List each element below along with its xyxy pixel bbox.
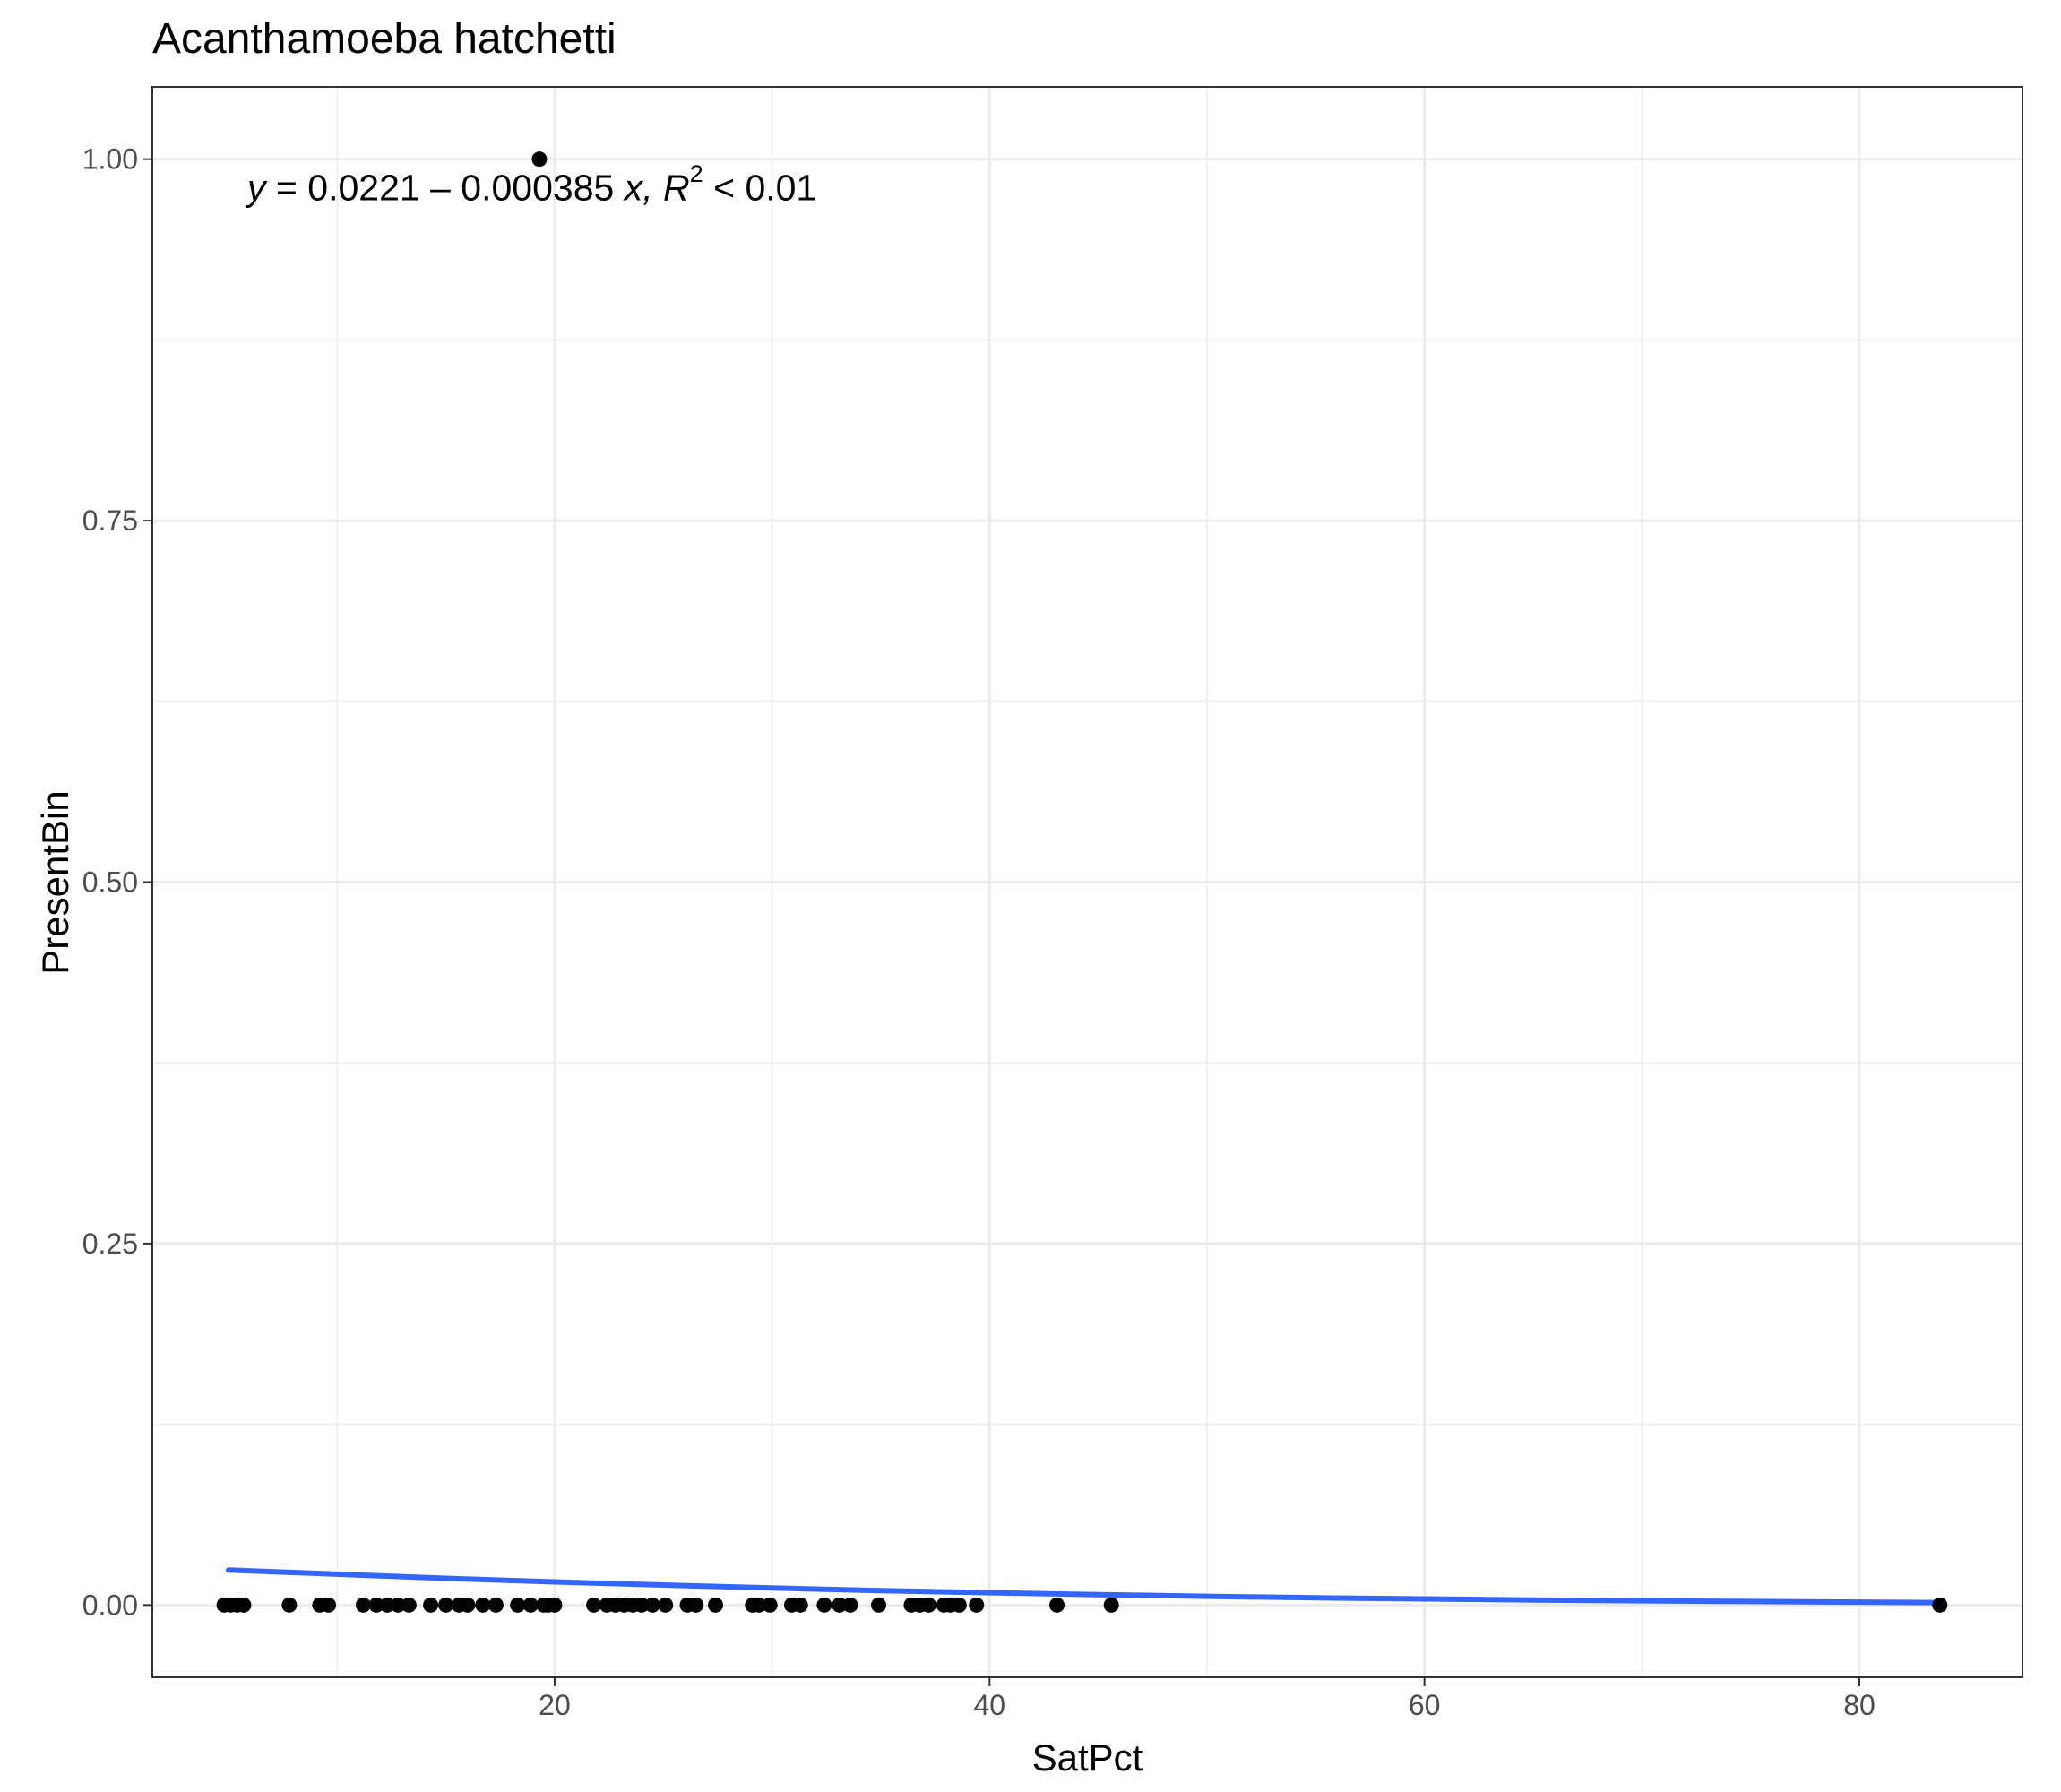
data-point [1932, 1597, 1948, 1613]
data-point [688, 1597, 704, 1613]
data-point [1103, 1597, 1119, 1613]
data-point [460, 1597, 476, 1613]
data-point [762, 1597, 778, 1613]
data-point [390, 1597, 406, 1613]
data-point [708, 1597, 724, 1613]
data-point [401, 1597, 417, 1613]
eq-y: y [247, 167, 266, 209]
data-point [522, 1597, 539, 1613]
y-tick-label: 0.75 [82, 504, 138, 537]
data-point [236, 1597, 252, 1613]
eq-equals: = [275, 167, 298, 209]
data-point [842, 1597, 858, 1613]
data-point [832, 1597, 848, 1613]
regression-equation: y = 0.0221 – 0.000385 x, R2 < 0.01 [247, 160, 817, 210]
data-point [281, 1597, 298, 1613]
eq-minus: – [430, 167, 451, 209]
data-point [510, 1597, 526, 1613]
y-tick-label: 1.00 [82, 143, 138, 176]
eq-x: x, [624, 167, 653, 209]
x-axis-title: SatPct [1031, 1736, 1143, 1779]
data-point [487, 1597, 504, 1613]
data-point [634, 1597, 650, 1613]
data-point [969, 1597, 985, 1613]
y-axis: 0.00 0.25 0.50 0.75 1.00 [82, 143, 152, 1621]
x-tick-label: 20 [539, 1689, 571, 1721]
data-point [871, 1597, 887, 1613]
data-point [751, 1597, 767, 1613]
data-point [368, 1597, 384, 1613]
y-tick-label: 0.50 [82, 866, 138, 899]
data-point [792, 1597, 808, 1613]
data-point [586, 1597, 602, 1613]
y-axis-title: PresentBin [34, 790, 76, 975]
x-tick-label: 80 [1843, 1689, 1876, 1721]
data-point [475, 1597, 491, 1613]
data-point [547, 1597, 563, 1613]
eq-slope: 0.000385 [461, 167, 615, 209]
regression-line [225, 1567, 1943, 1606]
data-point [321, 1597, 337, 1613]
eq-r-value: 0.01 [745, 167, 817, 209]
x-axis: 20 40 60 80 [539, 1677, 1876, 1721]
eq-r: R [663, 167, 690, 209]
data-point [379, 1597, 395, 1613]
data-point [438, 1597, 454, 1613]
data-points-layer [216, 151, 1948, 1613]
eq-r-sup: 2 [689, 160, 703, 187]
regression-line-layer [225, 1567, 1943, 1606]
data-point [531, 151, 548, 168]
y-tick-label: 0.25 [82, 1228, 138, 1260]
data-point [951, 1597, 967, 1613]
chart-title: Acanthamoeba hatchetti [152, 15, 617, 63]
data-point [816, 1597, 832, 1613]
data-point [644, 1597, 660, 1613]
data-point [920, 1597, 936, 1613]
y-tick-label: 0.00 [82, 1589, 138, 1621]
eq-lt: < [713, 167, 736, 209]
data-point [658, 1597, 674, 1613]
data-point [423, 1597, 439, 1613]
x-tick-label: 60 [1409, 1689, 1441, 1721]
eq-intercept: 0.0221 [307, 167, 420, 209]
x-tick-label: 40 [973, 1689, 1005, 1721]
data-point [355, 1597, 371, 1613]
data-point [1049, 1597, 1065, 1613]
